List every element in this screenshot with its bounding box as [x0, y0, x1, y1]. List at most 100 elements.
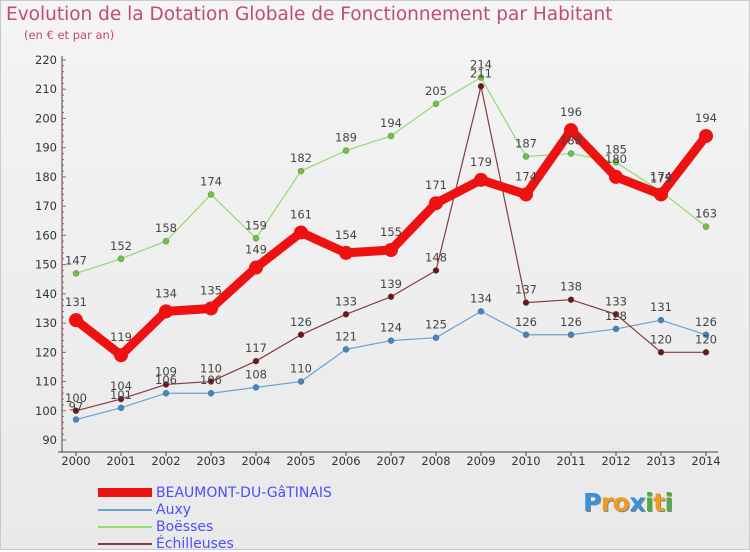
series-point-2 [432, 100, 440, 108]
chart-legend: BEAUMONT-DU-GâTINAIS Auxy Boësses Échill… [98, 484, 332, 552]
series-point-1 [567, 331, 575, 338]
data-label-1: 124 [380, 321, 402, 335]
data-label-2: 194 [380, 116, 402, 130]
series-point-0 [384, 243, 398, 257]
data-label-1: 108 [245, 367, 267, 381]
data-label-2: 182 [290, 151, 312, 165]
data-label-1: 97 [69, 400, 84, 414]
y-tick-label: 120 [35, 345, 57, 359]
series-point-1 [297, 378, 305, 385]
data-label-0: 180 [605, 152, 627, 166]
y-tick-label: 130 [35, 316, 57, 330]
data-label-0: 161 [290, 207, 312, 221]
series-point-0 [564, 123, 578, 138]
y-tick-label: 210 [35, 82, 57, 96]
y-tick-label: 170 [35, 199, 57, 213]
y-tick-label: 200 [35, 111, 57, 125]
series-point-2 [117, 255, 125, 262]
data-label-2: 188 [560, 134, 582, 148]
data-label-2: 152 [110, 239, 132, 253]
data-label-3: 211 [470, 66, 492, 80]
series-point-2 [522, 153, 530, 160]
series-point-1 [72, 416, 80, 423]
data-label-1: 126 [560, 315, 582, 329]
y-tick-label: 180 [35, 170, 57, 184]
data-label-0: 119 [110, 330, 132, 344]
legend-swatch-boesses [98, 525, 152, 528]
x-tick-label: 2012 [601, 454, 630, 468]
series-point-0 [294, 225, 308, 240]
x-tick-label: 2000 [61, 454, 90, 468]
data-label-0: 194 [695, 111, 717, 125]
series-point-1 [612, 325, 620, 333]
data-label-3: 137 [515, 283, 537, 297]
data-label-1: 126 [695, 315, 717, 329]
x-tick-label: 2004 [241, 454, 270, 468]
series-point-2 [162, 238, 170, 245]
data-label-0: 154 [335, 228, 357, 242]
data-label-3: 109 [155, 364, 177, 378]
series-point-3 [477, 83, 485, 90]
data-label-0: 134 [155, 286, 177, 300]
data-label-0: 196 [560, 105, 582, 119]
data-label-3: 104 [110, 379, 132, 393]
series-point-1 [522, 331, 530, 338]
series-point-0 [699, 129, 713, 143]
data-label-1: 101 [110, 388, 132, 402]
data-label-3: 133 [335, 294, 357, 308]
series-point-0 [609, 169, 623, 184]
x-tick-label: 2009 [466, 454, 495, 468]
series-point-0 [204, 301, 218, 316]
legend-label-beaumont: BEAUMONT-DU-GâTINAIS [156, 484, 332, 501]
data-label-2: 214 [470, 58, 492, 72]
series-point-1 [162, 390, 170, 397]
series-point-3 [387, 293, 395, 300]
data-label-3: 120 [650, 332, 672, 346]
data-label-1: 121 [335, 329, 357, 343]
y-tick-label: 110 [35, 375, 57, 389]
x-tick-label: 2006 [331, 454, 360, 468]
legend-label-boesses: Boësses [156, 518, 214, 535]
data-label-2: 175 [650, 172, 672, 186]
series-point-2 [297, 167, 305, 175]
data-label-3: 100 [65, 391, 87, 405]
data-label-1: 106 [155, 373, 177, 387]
series-point-3 [432, 267, 440, 274]
data-label-3: 110 [200, 362, 222, 376]
data-label-2: 185 [605, 142, 627, 156]
data-label-2: 147 [65, 253, 87, 267]
data-label-1: 110 [290, 362, 312, 376]
series-point-3 [342, 311, 350, 318]
data-label-2: 205 [425, 84, 447, 98]
data-label-2: 189 [335, 131, 357, 145]
legend-swatch-auxy [98, 508, 152, 511]
chart-subtitle: (en € et par an) [24, 28, 115, 42]
data-label-2: 174 [200, 174, 222, 188]
legend-swatch-beaumont [98, 488, 152, 497]
y-tick-label: 100 [35, 404, 57, 418]
y-tick-label: 190 [35, 141, 57, 155]
series-point-3 [612, 311, 620, 318]
series-point-2 [252, 235, 260, 242]
series-point-3 [522, 299, 530, 306]
series-point-0 [654, 187, 668, 202]
series-point-0 [339, 245, 353, 260]
series-point-3 [252, 357, 260, 365]
series-point-3 [657, 349, 665, 356]
chart-title: Evolution de la Dotation Globale de Fonc… [6, 4, 613, 25]
data-label-2: 163 [695, 207, 717, 221]
y-tick-label: 90 [42, 433, 57, 447]
data-label-3: 126 [290, 315, 312, 329]
data-label-2: 159 [245, 218, 267, 232]
x-tick-label: 2005 [286, 454, 315, 468]
series-point-1 [252, 384, 260, 391]
series-point-1 [342, 346, 350, 353]
x-tick-label: 2007 [376, 454, 405, 468]
data-label-0: 131 [65, 295, 87, 309]
series-point-1 [657, 316, 665, 324]
x-tick-label: 2001 [106, 454, 135, 468]
series-point-0 [474, 172, 488, 187]
data-label-1: 106 [200, 373, 222, 387]
